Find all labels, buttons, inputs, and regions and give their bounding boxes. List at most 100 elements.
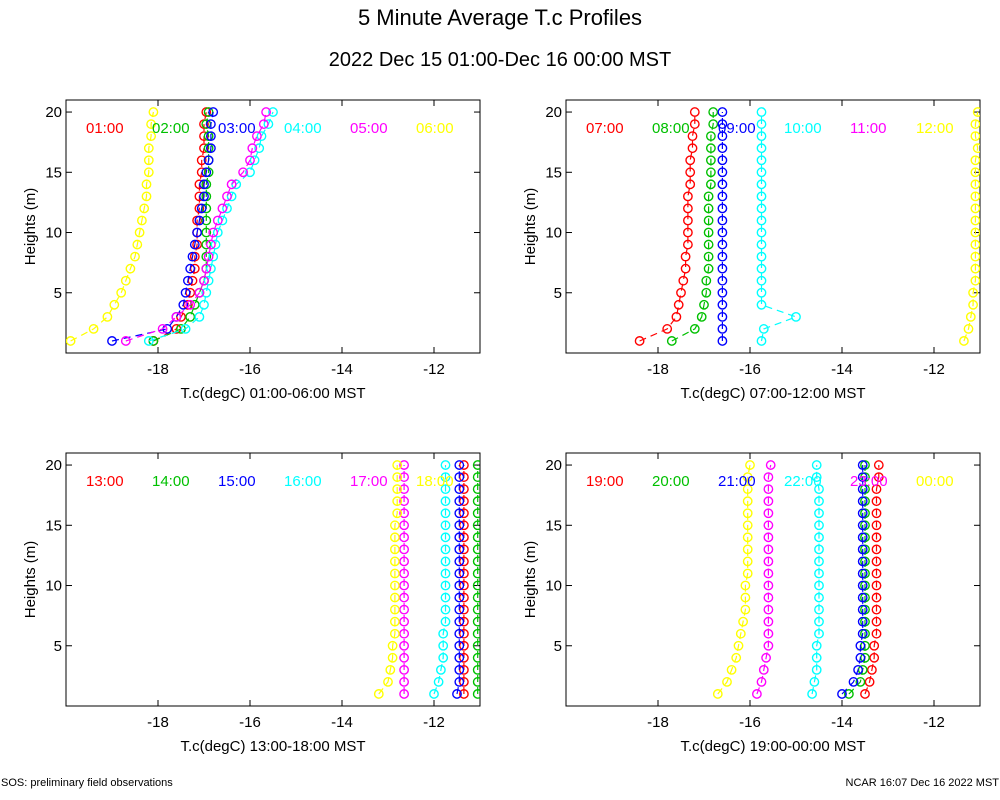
data-point [857, 556, 868, 567]
data-point [857, 580, 868, 591]
series-line-2200 [811, 465, 820, 695]
data-point [399, 628, 409, 639]
data-point [261, 107, 271, 117]
data-point [454, 592, 465, 603]
data-point [472, 568, 480, 579]
data-point [968, 287, 978, 298]
data-point [116, 287, 127, 298]
legend-entry-1500: 15:00 [218, 473, 256, 490]
data-point [548, 277, 556, 285]
data-point [763, 580, 774, 591]
data-point [811, 472, 822, 482]
data-point [438, 652, 449, 663]
data-point [548, 120, 556, 128]
data-point [148, 107, 159, 117]
data-point [765, 460, 776, 470]
data-point [143, 167, 154, 178]
data-point [387, 652, 398, 663]
series-line-0100 [153, 111, 207, 342]
data-point [699, 299, 709, 310]
data-point [399, 508, 409, 519]
data-point [756, 227, 767, 238]
data-point [742, 472, 753, 482]
data-layer [548, 107, 980, 346]
series-line-0200 [153, 111, 210, 342]
data-point [857, 616, 868, 627]
x-tick-label: -18 [147, 361, 169, 378]
legend-entry-2100: 21:00 [718, 473, 756, 490]
data-point [440, 556, 451, 567]
data-point [199, 275, 209, 286]
data-point [222, 203, 232, 214]
data-point [136, 215, 147, 226]
data-point [756, 215, 767, 226]
x-tick-label: -12 [923, 714, 945, 731]
data-point [201, 167, 212, 178]
y-tick-label: 5 [54, 285, 62, 302]
data-point [217, 215, 228, 226]
data-point [226, 179, 237, 190]
data-point [205, 263, 216, 274]
data-point [389, 568, 400, 579]
y-tick-label: 10 [545, 578, 562, 595]
data-point [472, 616, 480, 627]
data-point [399, 592, 409, 603]
legend-entry-0400: 04:00 [284, 120, 322, 137]
data-point [756, 275, 767, 286]
data-point [399, 689, 409, 699]
data-point [399, 677, 409, 687]
data-point [814, 568, 824, 579]
data-point [855, 652, 866, 663]
series-line-2100 [841, 465, 864, 695]
legend-entry-0100: 01:00 [86, 120, 124, 137]
plot-frame [565, 99, 981, 354]
series-line-1000 [760, 112, 798, 342]
data-point [696, 311, 707, 322]
data-point [389, 532, 400, 543]
legend-entry-0500: 05:00 [350, 120, 388, 137]
data-point [687, 131, 698, 142]
data-point [717, 311, 728, 322]
data-point [399, 472, 409, 482]
data-point [811, 460, 822, 470]
data-point [399, 664, 409, 675]
data-point [959, 336, 969, 346]
data-point [399, 616, 409, 627]
data-point [869, 640, 880, 651]
data-point [143, 143, 154, 154]
data-point [683, 191, 693, 202]
data-point [814, 556, 824, 567]
data-point [857, 520, 868, 531]
data-point [740, 580, 751, 591]
data-point [970, 203, 980, 214]
data-point [970, 191, 980, 202]
x-tick-label: -18 [647, 361, 669, 378]
data-point [853, 664, 863, 675]
data-point [66, 336, 76, 346]
data-point [972, 107, 980, 117]
data-point [212, 215, 223, 226]
legend-entry-2000: 20:00 [652, 473, 690, 490]
data-point [440, 532, 451, 543]
data-point [869, 652, 880, 663]
data-point [871, 508, 882, 519]
x-tick-label: -14 [331, 361, 353, 378]
data-point [857, 484, 868, 495]
data-point [454, 652, 465, 663]
data-layer [373, 460, 480, 699]
panel-4: -18 -16 -14 -12 5 10 15 20 T.c(degC) 19:00-00:00… [522, 452, 981, 755]
data-point [814, 592, 824, 603]
x-tick-label: -14 [831, 361, 853, 378]
data-point [548, 240, 556, 248]
data-point [857, 460, 868, 470]
x-tick-label: -16 [239, 361, 261, 378]
data-point [472, 484, 480, 495]
legend-entry-0600: 06:00 [416, 120, 454, 137]
data-point [703, 191, 714, 202]
data-point [857, 532, 868, 543]
data-point [731, 652, 742, 663]
data-point [429, 689, 439, 699]
data-point [548, 180, 556, 188]
data-point [258, 119, 269, 129]
